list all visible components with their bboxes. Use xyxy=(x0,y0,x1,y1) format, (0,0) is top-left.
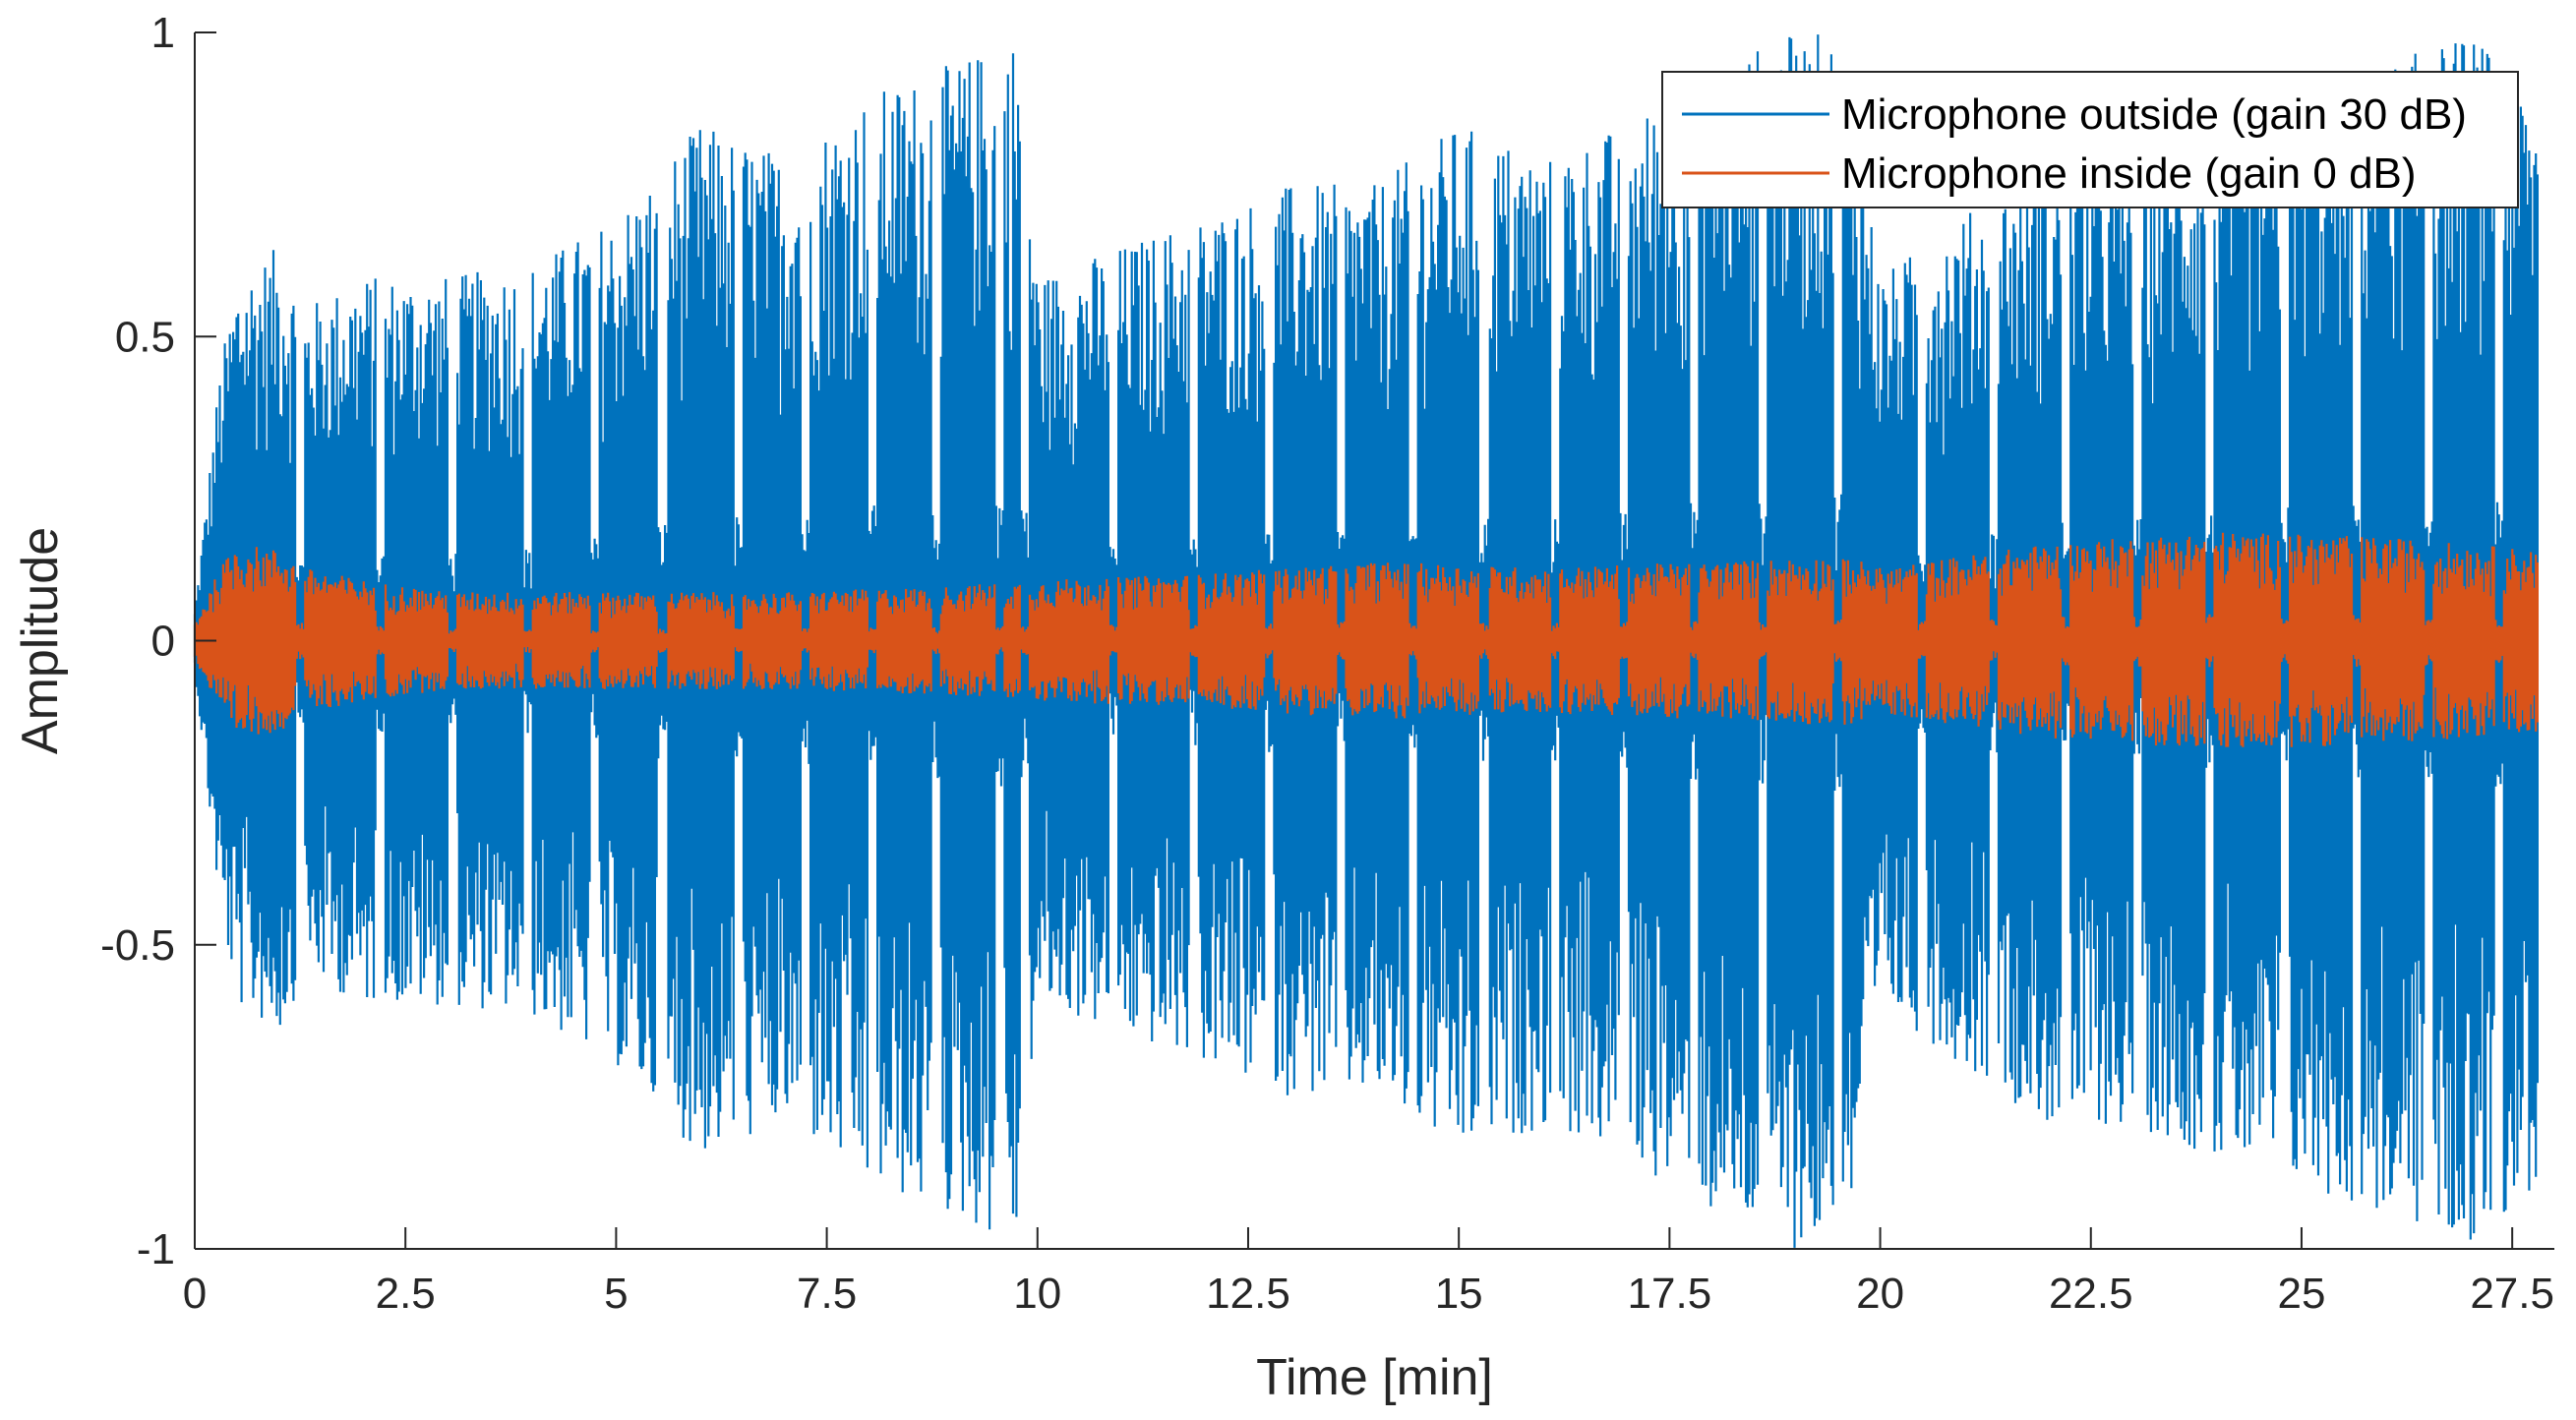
y-tick-label: 1 xyxy=(151,9,175,57)
y-tick-label: -1 xyxy=(137,1225,175,1273)
x-axis-label: Time [min] xyxy=(1256,1349,1493,1406)
legend-box xyxy=(1661,71,2519,208)
x-tick-label: 25 xyxy=(2277,1270,2325,1318)
x-tick-label: 22.5 xyxy=(2049,1270,2133,1318)
x-tick-label: 20 xyxy=(1856,1270,1904,1318)
series-layer xyxy=(193,34,2539,1248)
y-axis-label: Amplitude xyxy=(12,527,69,754)
legend-label-inside: Microphone inside (gain 0 dB) xyxy=(1841,149,2417,198)
y-tick-label: 0.5 xyxy=(115,313,175,361)
x-tick-label: 7.5 xyxy=(797,1270,857,1318)
x-tick-label: 27.5 xyxy=(2470,1270,2554,1318)
y-tick-label: -0.5 xyxy=(100,921,175,970)
legend: Microphone outside (gain 30 dB) Micropho… xyxy=(1661,71,2519,208)
x-tick-label: 2.5 xyxy=(376,1270,436,1318)
x-tick-label: 5 xyxy=(604,1270,628,1318)
legend-label-outside: Microphone outside (gain 30 dB) xyxy=(1841,90,2467,139)
x-tick-label: 17.5 xyxy=(1628,1270,1712,1318)
x-tick-label: 10 xyxy=(1013,1270,1061,1318)
y-tick-label: 0 xyxy=(151,618,175,666)
x-tick-label: 12.5 xyxy=(1206,1270,1290,1318)
x-tick-label: 0 xyxy=(183,1270,207,1318)
ticks-layer: 0 2.5 5 7.5 10 12.5 15 17.5 20 22.5 25 27.5 -1 -0.5 0 0… xyxy=(100,9,2554,1318)
x-tick-label: 15 xyxy=(1435,1270,1483,1318)
